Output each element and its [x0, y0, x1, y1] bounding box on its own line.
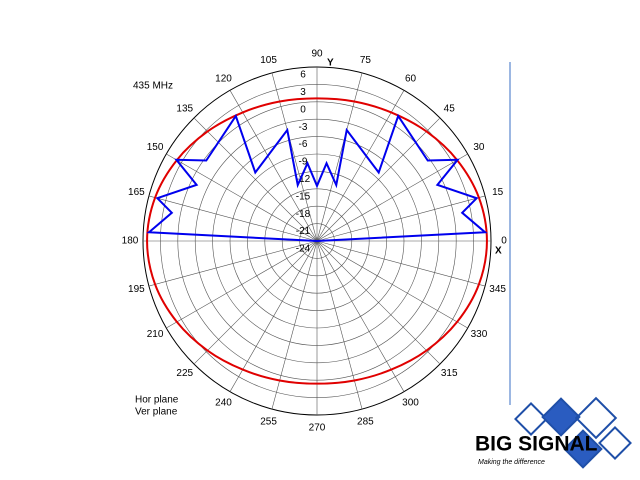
- angle-label: 150: [147, 142, 164, 153]
- grid-spoke: [316, 240, 486, 287]
- angle-label: 195: [128, 284, 145, 295]
- grid-spoke: [316, 195, 486, 242]
- logo-diamond: [574, 396, 618, 440]
- y-axis-label: Y: [327, 58, 334, 69]
- r-tick-label: -6: [299, 139, 308, 150]
- r-tick-label: -15: [296, 191, 311, 202]
- grid-spoke: [166, 153, 318, 242]
- grid-spoke: [193, 117, 318, 242]
- logo-diamond: [514, 402, 548, 436]
- r-tick-label: -18: [296, 209, 311, 220]
- angle-label: 270: [309, 423, 326, 434]
- angle-label: 210: [147, 329, 164, 340]
- angle-label: 240: [215, 398, 232, 409]
- x-axis-label: X: [495, 246, 502, 257]
- grid-spoke: [148, 240, 318, 287]
- angle-label: 225: [176, 368, 193, 379]
- angle-label: 330: [471, 329, 488, 340]
- legend-label: Hor plane: [135, 395, 179, 406]
- logo-diamond: [598, 426, 632, 460]
- angle-label: 120: [215, 74, 232, 85]
- frequency-label: 435 MHz: [133, 81, 173, 92]
- r-tick-label: -3: [299, 122, 308, 133]
- grid-spoke: [316, 240, 405, 392]
- series-line: [146, 113, 488, 243]
- angle-label: 180: [122, 236, 139, 247]
- legend-label: Ver plane: [135, 407, 178, 418]
- angle-label: 30: [473, 142, 485, 153]
- grid-spoke: [148, 195, 318, 242]
- grid-spoke: [316, 90, 405, 242]
- angle-label: 345: [489, 284, 506, 295]
- grid-spoke: [316, 153, 468, 242]
- grid-spoke: [166, 240, 318, 329]
- logo-diamond: [563, 429, 603, 469]
- angle-label: 285: [357, 416, 374, 427]
- angle-label: 300: [402, 398, 419, 409]
- plot: 0153045607590105120135150165180195210225…: [122, 49, 508, 434]
- angle-label: 45: [444, 103, 456, 114]
- angle-label: 0: [501, 236, 507, 247]
- series-line: [146, 97, 488, 385]
- r-tick-label: 6: [300, 70, 306, 81]
- angle-label: 255: [260, 416, 277, 427]
- r-tick-label: -21: [296, 226, 311, 237]
- grid-spoke: [316, 117, 441, 242]
- angle-label: 135: [176, 103, 193, 114]
- angle-label: 75: [360, 55, 372, 66]
- angle-label: 90: [311, 49, 323, 60]
- logo-tagline: Making the difference: [478, 459, 545, 466]
- grid-spoke: [229, 90, 318, 242]
- grid-spoke: [229, 240, 318, 392]
- r-tick-label: -24: [296, 244, 311, 255]
- angle-label: 105: [260, 55, 277, 66]
- logo-diamond: [541, 397, 581, 437]
- angle-label: 60: [405, 74, 417, 85]
- grid-spoke: [316, 240, 441, 365]
- angle-label: 315: [441, 368, 458, 379]
- r-tick-label: -12: [296, 174, 311, 185]
- r-tick-label: 0: [300, 104, 306, 115]
- grid-spoke: [193, 240, 318, 365]
- logo-name: BIG SIGNAL: [475, 433, 598, 456]
- grid-spoke: [316, 240, 468, 329]
- r-tick-label: -9: [299, 157, 308, 168]
- r-tick-label: 3: [300, 87, 306, 98]
- logo: BIG SIGNAL Making the difference: [475, 396, 632, 469]
- angle-label: 15: [492, 187, 504, 198]
- angle-label: 165: [128, 187, 145, 198]
